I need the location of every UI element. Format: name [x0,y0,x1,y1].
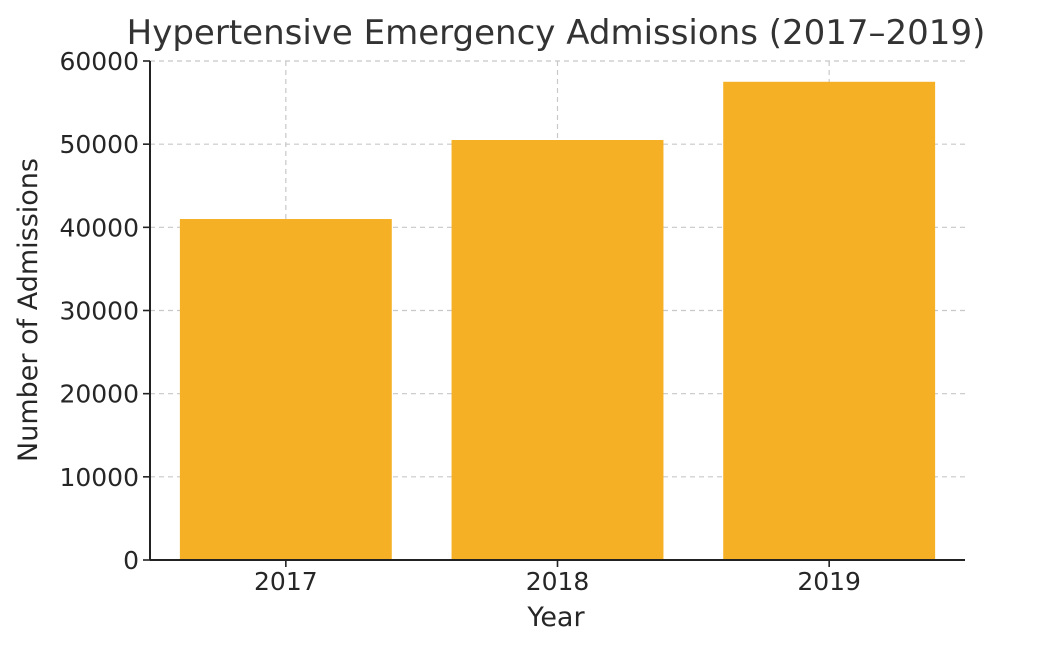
chart-title: Hypertensive Emergency Admissions (2017–… [127,13,986,53]
bar-2017 [179,219,392,560]
y-tick-label: 10000 [59,463,139,492]
y-axis-label: Number of Admissions [13,158,44,462]
x-tick-label: 2018 [526,567,590,596]
y-tick-label: 30000 [59,297,139,326]
y-tick-label: 50000 [59,130,139,159]
bars-layer [179,81,936,561]
bar-2018 [451,140,664,560]
y-tick-label: 0 [123,546,139,575]
x-tick-label: 2017 [254,567,318,596]
y-tick-label: 20000 [59,380,139,409]
x-tick-label: 2019 [797,567,861,596]
ticks-layer: 0 10000 20000 30000 40000 50000 60000 2017 2018 2… [59,47,861,596]
x-axis-label: Year [526,602,585,633]
y-tick-label: 60000 [59,47,139,76]
bar-2019 [723,81,936,561]
y-tick-label: 40000 [59,213,139,242]
